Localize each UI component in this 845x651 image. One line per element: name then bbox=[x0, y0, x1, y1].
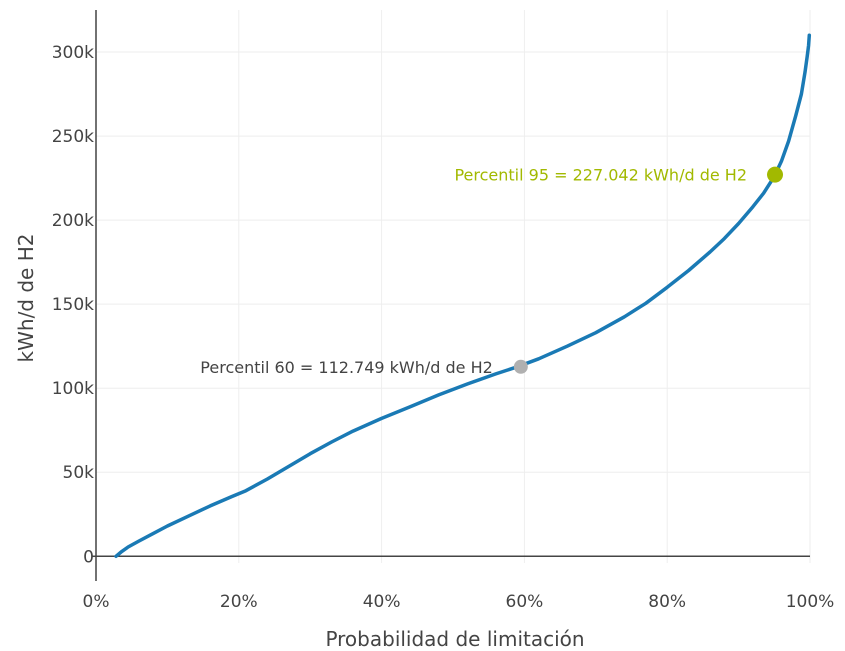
y-tick-label: 150k bbox=[52, 295, 94, 315]
y-tick-label: 100k bbox=[52, 379, 94, 399]
y-tick-label: 0 bbox=[83, 547, 94, 567]
x-tick-label: 80% bbox=[648, 592, 686, 612]
series-line bbox=[114, 33, 812, 559]
y-tick-label: 50k bbox=[63, 463, 95, 483]
annotations: Percentil 60 = 112.749 kWh/d de H2 Percen… bbox=[200, 166, 747, 377]
highlight-point bbox=[513, 359, 528, 374]
y-axis-title: kWh/d de H2 bbox=[14, 234, 38, 363]
y-tick-label: 300k bbox=[52, 43, 94, 63]
y-tick-label: 250k bbox=[52, 127, 94, 147]
highlight-point bbox=[767, 166, 784, 183]
grid-lines bbox=[96, 10, 811, 563]
series bbox=[114, 33, 812, 559]
x-tick-label: 40% bbox=[363, 592, 401, 612]
x-tick-labels: 0% 20% 40% 60% 80% 100% bbox=[83, 592, 835, 612]
y-tick-label: 200k bbox=[52, 211, 94, 231]
x-tick-label: 20% bbox=[220, 592, 258, 612]
x-tick-label: 100% bbox=[786, 592, 835, 612]
highlight-points bbox=[513, 166, 784, 374]
x-tick-label: 60% bbox=[506, 592, 544, 612]
annotation-label: Percentil 95 = 227.042 kWh/d de H2 bbox=[454, 166, 747, 185]
axes bbox=[92, 10, 810, 581]
x-tick-label: 0% bbox=[83, 592, 110, 612]
x-axis-title: Probabilidad de limitación bbox=[325, 627, 584, 651]
annotation-label: Percentil 60 = 112.749 kWh/d de H2 bbox=[200, 358, 493, 377]
y-tick-labels: 0 50k 100k 150k 200k 250k 300k bbox=[52, 43, 94, 567]
